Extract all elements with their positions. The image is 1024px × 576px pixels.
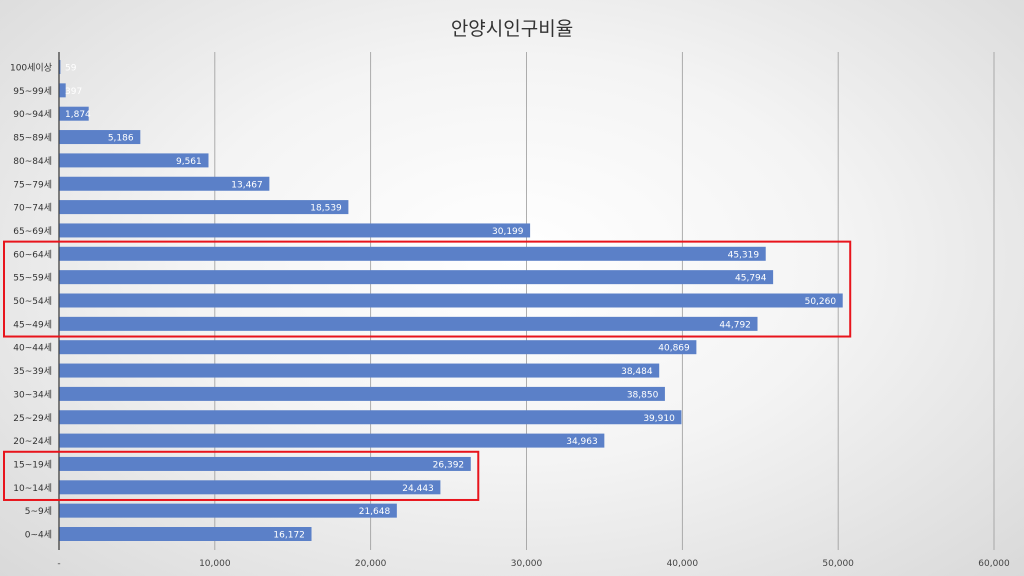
category-label: 15~19세 (13, 459, 52, 470)
x-tick-label: 40,000 (667, 559, 699, 569)
data-label: 40,869 (658, 344, 690, 354)
category-label: 10~14세 (13, 483, 52, 494)
bar (59, 223, 531, 238)
bar (59, 410, 682, 425)
chart-title: 안양시인구비율 (450, 18, 574, 40)
bar (59, 340, 697, 355)
category-label: 70~74세 (13, 203, 52, 214)
category-label: 95~99세 (13, 86, 52, 97)
data-label: 5,186 (108, 134, 134, 144)
bar (59, 60, 61, 74)
bar (59, 480, 441, 495)
category-label: 20~24세 (13, 436, 52, 447)
data-label: 21,648 (359, 507, 391, 517)
data-label: 1,874 (65, 110, 91, 120)
bar (59, 433, 605, 448)
category-label: 0~4세 (25, 530, 52, 541)
data-label: 16,172 (273, 531, 305, 541)
category-label: 75~79세 (13, 179, 52, 190)
category-label: 60~64세 (13, 249, 52, 260)
category-label: 40~44세 (13, 343, 52, 354)
data-label: 34,963 (566, 437, 598, 447)
x-tick-label: 20,000 (355, 559, 387, 569)
bar (59, 456, 471, 471)
x-tick-label: 30,000 (511, 559, 543, 569)
data-label: 30,199 (492, 227, 524, 237)
bar (59, 293, 843, 308)
data-label: 26,392 (433, 460, 465, 470)
data-label: 45,794 (735, 274, 767, 284)
category-label: 85~89세 (13, 133, 52, 144)
category-label: 45~49세 (13, 319, 52, 330)
data-label: 38,484 (621, 367, 653, 377)
data-label: 24,443 (402, 484, 434, 494)
bar (59, 83, 66, 98)
category-label: 90~94세 (13, 109, 52, 120)
x-tick-label: 10,000 (199, 559, 231, 569)
data-label: 50,260 (805, 297, 837, 307)
data-label: 13,467 (231, 180, 262, 190)
data-label: 38,850 (627, 390, 659, 400)
category-label: 100세이상 (10, 63, 52, 74)
bar (59, 106, 89, 121)
category-label: 55~59세 (13, 273, 52, 284)
bar (59, 130, 141, 145)
data-label: 39,910 (643, 414, 675, 424)
category-label: 80~84세 (13, 156, 52, 167)
data-label: 59 (65, 64, 77, 74)
x-tick-label: 60,000 (978, 559, 1010, 569)
category-label: 5~9세 (25, 506, 52, 517)
data-label: 18,539 (310, 204, 342, 214)
category-label: 25~29세 (13, 413, 52, 424)
category-label: 35~39세 (13, 366, 52, 377)
bar (59, 153, 209, 168)
highlight-box (3, 240, 852, 338)
bar (59, 176, 270, 191)
bar (59, 386, 665, 401)
bars (59, 60, 843, 541)
bar (59, 270, 774, 285)
bar (59, 503, 397, 518)
labels: - 10,000 20,000 30,000 40,000 50,000 60,000 100… (10, 63, 1010, 570)
data-label: 397 (65, 87, 82, 97)
bar (59, 316, 758, 331)
highlight-box (3, 450, 480, 501)
highlight-boxes (3, 240, 852, 501)
bar (59, 527, 312, 541)
bar (59, 200, 349, 215)
category-label: 50~54세 (13, 296, 52, 307)
x-tick-label: 50,000 (822, 559, 854, 569)
x-tick-label: - (57, 559, 60, 569)
bar (59, 363, 660, 378)
data-label: 45,319 (728, 250, 760, 260)
bar (59, 246, 766, 261)
category-label: 65~69세 (13, 226, 52, 237)
data-label: 9,561 (176, 157, 202, 167)
category-label: 30~34세 (13, 389, 52, 400)
data-label: 44,792 (719, 320, 751, 330)
